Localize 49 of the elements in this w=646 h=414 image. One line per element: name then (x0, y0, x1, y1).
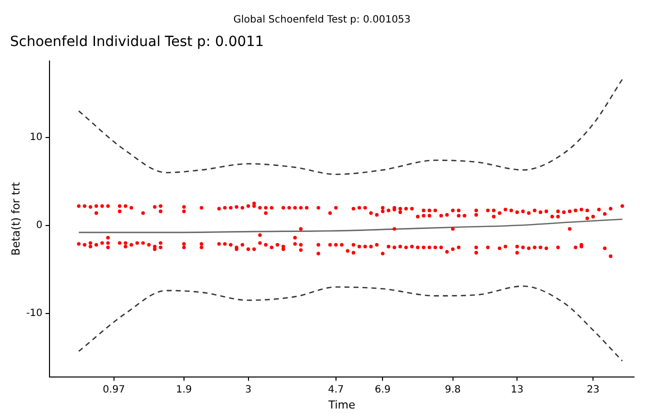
x-axis-title: Time (327, 398, 356, 412)
point (88, 244, 92, 248)
x-tick-label: 0.97 (102, 384, 125, 396)
point (293, 236, 297, 240)
chart-subtitle: Schoenfeld Individual Test p: 0.0011 (10, 34, 264, 50)
point (182, 246, 186, 250)
line-series (78, 78, 623, 175)
point (299, 227, 303, 231)
point (158, 210, 162, 214)
x-tick-label: 3 (245, 384, 252, 396)
point (182, 210, 186, 214)
point (258, 241, 262, 245)
point (106, 246, 110, 250)
y-axis-title: Beta(t) for trt (9, 181, 22, 256)
point (556, 210, 560, 214)
point (398, 210, 402, 214)
point (94, 204, 98, 208)
point (428, 214, 432, 218)
point (380, 210, 384, 214)
y-tick-label: 0 (36, 220, 43, 231)
point (474, 250, 478, 254)
x-tick-label: 23 (586, 384, 600, 396)
chart-title: Global Schoenfeld Test p: 0.001053 (233, 14, 411, 26)
point (515, 250, 519, 254)
x-tick-label: 4.7 (328, 384, 344, 396)
y-tick-label: -10 (26, 308, 43, 320)
point (316, 252, 320, 256)
point (451, 227, 455, 231)
line-series (78, 285, 623, 362)
point (392, 227, 396, 231)
point (352, 250, 356, 254)
x-tick-label: 6.9 (374, 384, 391, 396)
point (158, 246, 162, 250)
point (264, 211, 268, 215)
point (118, 210, 122, 214)
point (422, 214, 426, 218)
x-tick-label: 9.8 (444, 384, 461, 396)
point (299, 248, 303, 252)
x-tick-label: 13 (510, 384, 524, 396)
point (456, 214, 460, 218)
x-tick-label: 1.9 (176, 384, 192, 396)
y-tick-label: 10 (30, 132, 43, 143)
line-series (78, 218, 623, 234)
point (106, 241, 110, 245)
point (492, 208, 496, 212)
point (474, 213, 478, 217)
point (124, 244, 128, 248)
point (585, 216, 590, 220)
point (200, 246, 204, 250)
